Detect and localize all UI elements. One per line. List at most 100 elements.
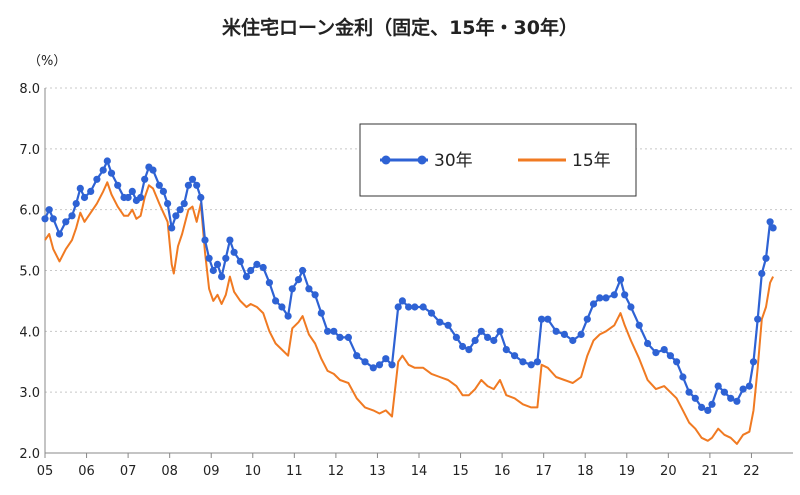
series-point-30 (388, 361, 396, 369)
y-tick-label: 8.0 (19, 82, 40, 97)
series-point-30 (621, 291, 629, 299)
series-point-30 (758, 269, 766, 278)
series-point-30 (560, 330, 569, 338)
series-point-30 (382, 355, 390, 363)
series-point-30 (149, 166, 157, 174)
x-tick-label: 11 (286, 464, 303, 479)
series-point-30 (502, 346, 510, 354)
series-point-30 (288, 285, 296, 293)
series-point-30 (205, 254, 213, 262)
series-point-30 (188, 175, 197, 183)
series-point-30 (361, 358, 369, 366)
series-point-30 (193, 181, 201, 189)
series-point-30 (284, 312, 292, 320)
series-point-30 (714, 382, 722, 390)
legend-marker-30 (381, 155, 391, 165)
series-point-30 (405, 303, 413, 311)
series-point-30 (344, 333, 352, 341)
y-axis-unit: （%） (28, 54, 66, 69)
series-point-30 (128, 187, 136, 195)
series-point-30 (444, 321, 452, 329)
series-line-30 (44, 159, 775, 412)
series-point-30 (299, 266, 307, 275)
series-point-30 (652, 349, 660, 357)
series-point-30 (226, 236, 234, 244)
series-point-30 (739, 385, 747, 393)
series-point-30 (452, 333, 460, 341)
series-point-30 (72, 200, 80, 208)
series-point-30 (477, 327, 485, 335)
series-point-30 (41, 215, 49, 223)
series-point-30 (602, 294, 610, 302)
series-point-30 (353, 352, 361, 360)
series-point-30 (164, 200, 172, 208)
series-point-30 (201, 236, 209, 244)
series-point-30 (533, 358, 542, 366)
x-tick-label: 22 (743, 464, 760, 479)
series-point-30 (544, 315, 552, 323)
series-point-30 (527, 361, 535, 369)
series-point-30 (99, 166, 107, 174)
series-point-30 (685, 388, 693, 396)
series-point-30 (616, 276, 625, 284)
x-tick-label: 13 (369, 464, 386, 479)
y-tick-label: 2.0 (19, 447, 40, 462)
series-point-30 (465, 346, 473, 354)
series-point-30 (87, 187, 95, 195)
series-point-30 (398, 297, 406, 305)
y-tick-label: 3.0 (19, 386, 40, 401)
series-point-30 (471, 336, 479, 345)
series-point-30 (209, 266, 217, 275)
series-point-30 (103, 157, 111, 165)
series-point-30 (317, 309, 325, 317)
series-point-30 (236, 257, 244, 265)
series-point-30 (265, 279, 273, 287)
legend-label-15: 15年 (572, 151, 611, 171)
series-point-30 (45, 206, 53, 214)
series-point-30 (538, 315, 546, 323)
y-axis-ticks: 2.0 3.0 4.0 5.0 6.0 7.0 8.0 (19, 82, 40, 462)
series-point-30 (610, 291, 618, 299)
series-point-30 (644, 339, 652, 348)
series-point-30 (436, 318, 444, 326)
series-point-30 (55, 230, 64, 238)
series-point-30 (176, 206, 184, 214)
series-point-30 (720, 388, 729, 396)
series-point-30 (519, 358, 527, 366)
x-tick-label: 15 (452, 464, 469, 479)
series-point-30 (107, 169, 116, 177)
series-point-30 (673, 358, 681, 366)
series-point-30 (324, 327, 332, 335)
series-point-30 (68, 212, 76, 220)
series-point-30 (253, 260, 261, 268)
series-point-30 (311, 291, 319, 299)
series-point-30 (294, 276, 303, 284)
x-tick-label: 14 (411, 464, 428, 479)
series-point-30 (635, 321, 643, 329)
series-point-30 (180, 200, 188, 208)
series-point-30 (427, 309, 436, 317)
series-line-15 (44, 181, 774, 445)
series-point-30 (583, 315, 591, 323)
series-point-30 (660, 346, 668, 354)
series-point-30 (745, 382, 754, 390)
series-point-30 (627, 303, 635, 311)
chart-title: 米住宅ローン金利（固定、15年・30年） (222, 16, 578, 39)
y-tick-label: 5.0 (19, 265, 40, 280)
series-point-30 (510, 352, 519, 360)
x-tick-label: 05 (37, 464, 54, 479)
series-point-30 (459, 342, 467, 351)
series-point-30 (213, 260, 222, 268)
series-point-30 (708, 400, 716, 408)
series-point-30 (577, 330, 585, 338)
series-point-30 (305, 285, 313, 293)
series-point-30 (766, 218, 774, 226)
x-tick-label: 19 (619, 464, 636, 479)
series-point-30 (666, 352, 675, 360)
series-point-30 (114, 181, 122, 189)
series-point-30 (375, 361, 384, 369)
series-point-30 (419, 303, 427, 311)
x-tick-label: 21 (702, 464, 719, 479)
series-point-30 (76, 184, 84, 192)
